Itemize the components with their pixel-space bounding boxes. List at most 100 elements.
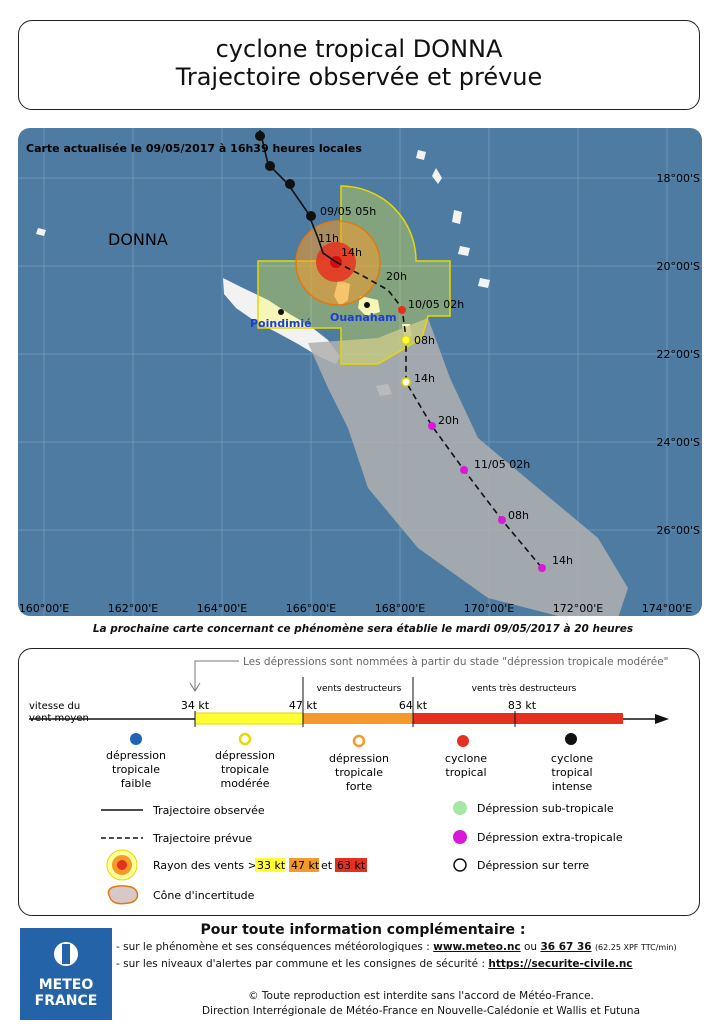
- svg-text:tropical: tropical: [445, 766, 486, 779]
- svg-text:166°00'E: 166°00'E: [286, 602, 337, 615]
- meteo-france-logo: METEO FRANCE: [20, 928, 112, 1020]
- band-34-47: [194, 712, 304, 725]
- svg-text:162°00'E: 162°00'E: [108, 602, 159, 615]
- svg-text:tropicale: tropicale: [335, 766, 383, 779]
- svg-text:tropicale: tropicale: [112, 763, 160, 776]
- track-labels: 09/05 05h 11h 14h 20h 10/05 02h 08h 14h …: [318, 205, 573, 567]
- wind-radius-prefix: Rayon des vents >: [153, 859, 257, 872]
- svg-text:26°00'S: 26°00'S: [656, 524, 700, 537]
- website-link[interactable]: www.meteo.nc: [433, 941, 521, 953]
- svg-text:intense: intense: [552, 780, 593, 793]
- svg-text:22°00'S: 22°00'S: [656, 348, 700, 361]
- svg-text:160°00'E: 160°00'E: [19, 602, 70, 615]
- svg-text:174°00'E: 174°00'E: [642, 602, 693, 615]
- svg-text:47 kt: 47 kt: [289, 699, 318, 712]
- svg-text:09/05 05h: 09/05 05h: [320, 205, 376, 218]
- zone-destructive: vents destructeurs: [317, 684, 402, 694]
- legend-svg: Les dépressions sont nommées à partir du…: [29, 656, 669, 905]
- observed-points: [255, 131, 316, 221]
- wind-radius-47: 47 kt: [291, 859, 320, 872]
- severe-depression-icon: [352, 734, 366, 748]
- poindimie-dot: [278, 309, 284, 315]
- svg-text:18°00'S: 18°00'S: [656, 172, 700, 185]
- svg-text:08h: 08h: [414, 334, 435, 347]
- map-svg: Carte actualisée le 09/05/2017 à 16h39 h…: [18, 128, 702, 616]
- cone-sample: [107, 885, 139, 905]
- naming-arrow: [194, 660, 239, 691]
- svg-text:64 kt: 64 kt: [399, 699, 428, 712]
- footer-title: Pour toute information complémentaire :: [200, 922, 526, 938]
- thresholds: 34 kt 47 kt 64 kt 83 kt: [181, 699, 537, 712]
- overland-label: Dépression sur terre: [477, 859, 589, 872]
- moderate-depression-icon: [238, 732, 252, 746]
- subtropical-icon: [453, 801, 467, 815]
- zone-very-destructive: vents très destructeurs: [472, 683, 577, 694]
- svg-text:170°00'E: 170°00'E: [464, 602, 515, 615]
- overland-icon: [453, 858, 467, 872]
- svg-text:modérée: modérée: [220, 777, 269, 790]
- storm-label: DONNA: [108, 230, 168, 249]
- threshold-ticks: [194, 677, 516, 727]
- forecast-track-label: Trajectoire prévue: [152, 832, 252, 845]
- svg-text:10/05 02h: 10/05 02h: [408, 298, 464, 311]
- cone-label: Cône d'incertitude: [153, 889, 255, 902]
- title-box: cyclone tropical DONNA Trajectoire obser…: [18, 20, 700, 110]
- place-poindimie: Poindimié: [250, 317, 312, 330]
- observed-track-label: Trajectoire observée: [152, 804, 265, 817]
- svg-text:20h: 20h: [386, 270, 407, 283]
- wind-radius-63: 63 kt: [337, 859, 366, 872]
- svg-text:tropical: tropical: [551, 766, 592, 779]
- svg-text:cyclone: cyclone: [551, 752, 593, 765]
- svg-text:faible: faible: [121, 777, 152, 790]
- svg-text:14h: 14h: [552, 554, 573, 567]
- wind-radius-33: 33 kt: [257, 859, 286, 872]
- axis-label-1: vitesse du: [29, 701, 80, 712]
- next-map-note: La prochaine carte concernant ce phénomè…: [92, 623, 634, 635]
- ouanaham-dot: [364, 302, 370, 308]
- svg-text:tropicale: tropicale: [221, 763, 269, 776]
- svg-text:83 kt: 83 kt: [508, 699, 537, 712]
- cyclone-track-map: Carte actualisée le 09/05/2017 à 16h39 h…: [18, 128, 702, 616]
- band-64-plus: [413, 713, 623, 724]
- grande-terre: [223, 278, 340, 364]
- title-line-2: Trajectoire observée et prévue: [175, 63, 543, 91]
- naming-note: Les dépressions sont nommées à partir du…: [243, 656, 669, 668]
- svg-text:cyclone: cyclone: [445, 752, 487, 765]
- svg-text:forte: forte: [346, 780, 372, 793]
- svg-text:14h: 14h: [341, 246, 362, 259]
- cyclone-icon: [457, 735, 469, 747]
- svg-text:34 kt: 34 kt: [181, 699, 210, 712]
- svg-text:164°00'E: 164°00'E: [197, 602, 248, 615]
- weak-depression-icon: [130, 733, 142, 745]
- forecast-points: [398, 306, 546, 572]
- svg-text:dépression: dépression: [215, 749, 275, 762]
- info-line-2: - sur les niveaux d'alertes par commune …: [116, 958, 633, 970]
- title-line-1: cyclone tropical DONNA: [215, 35, 503, 63]
- lat-labels: 18°00'S 20°00'S 22°00'S 24°00'S 26°00'S: [656, 172, 700, 537]
- forecast-track: [335, 261, 543, 569]
- info-line-1: - sur le phénomène et ses conséquences m…: [116, 941, 677, 953]
- place-ouanaham: Ouanaham: [330, 311, 397, 324]
- svg-text:dépression: dépression: [329, 752, 389, 765]
- intense-cyclone-icon: [565, 733, 577, 745]
- update-text: Carte actualisée le 09/05/2017 à 16h39 h…: [26, 142, 362, 155]
- security-link[interactable]: https://securite-civile.nc: [488, 958, 633, 970]
- logo-mark-icon: [54, 942, 78, 966]
- uncertainty-cone: [308, 318, 628, 616]
- svg-text:20°00'S: 20°00'S: [656, 260, 700, 273]
- svg-text:168°00'E: 168°00'E: [375, 602, 426, 615]
- subtropical-label: Dépression sub-tropicale: [477, 802, 614, 815]
- svg-text:dépression: dépression: [106, 749, 166, 762]
- copyright: © Toute reproduction est interdite sans …: [248, 990, 594, 1002]
- legend-box: Les dépressions sont nommées à partir du…: [18, 648, 700, 916]
- svg-text:08h: 08h: [508, 509, 529, 522]
- phone-number: 36 67 36: [540, 941, 592, 953]
- svg-text:24°00'S: 24°00'S: [656, 436, 700, 449]
- band-47-64: [303, 713, 413, 724]
- category-labels: dépression tropicale faible dépression t…: [106, 749, 593, 793]
- svg-text:20h: 20h: [438, 414, 459, 427]
- lon-labels: 160°00'E 162°00'E 164°00'E 166°00'E 168°…: [19, 602, 693, 615]
- svg-text:11/05 02h: 11/05 02h: [474, 458, 530, 471]
- extratropical-icon: [453, 830, 467, 844]
- svg-text:14h: 14h: [414, 372, 435, 385]
